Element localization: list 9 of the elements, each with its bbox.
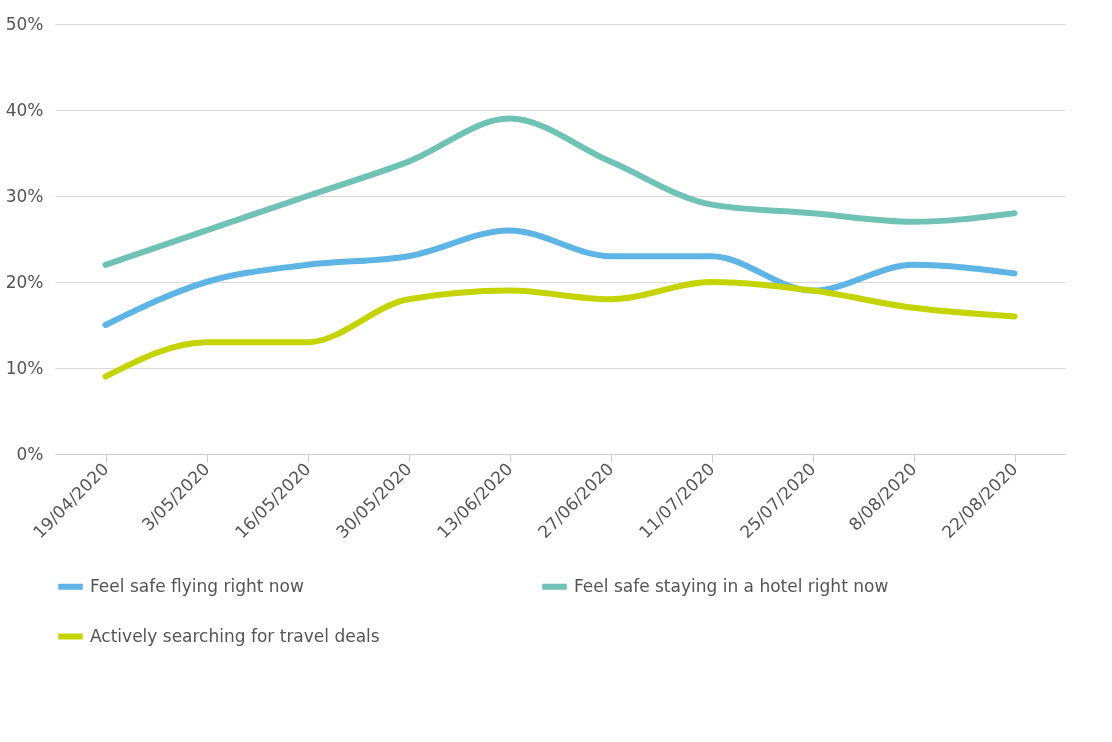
y-tick-label: 20% [5, 271, 44, 292]
y-tick-label: 10% [5, 357, 44, 378]
legend-label: Feel safe flying right now [90, 575, 304, 596]
y-tick-label: 40% [5, 99, 44, 120]
legend-label: Feel safe staying in a hotel right now [574, 575, 889, 596]
y-tick-label: 50% [5, 13, 44, 34]
legend-label: Actively searching for travel deals [90, 625, 380, 646]
y-tick-label: 0% [16, 443, 44, 464]
y-tick-label: 30% [5, 185, 44, 206]
